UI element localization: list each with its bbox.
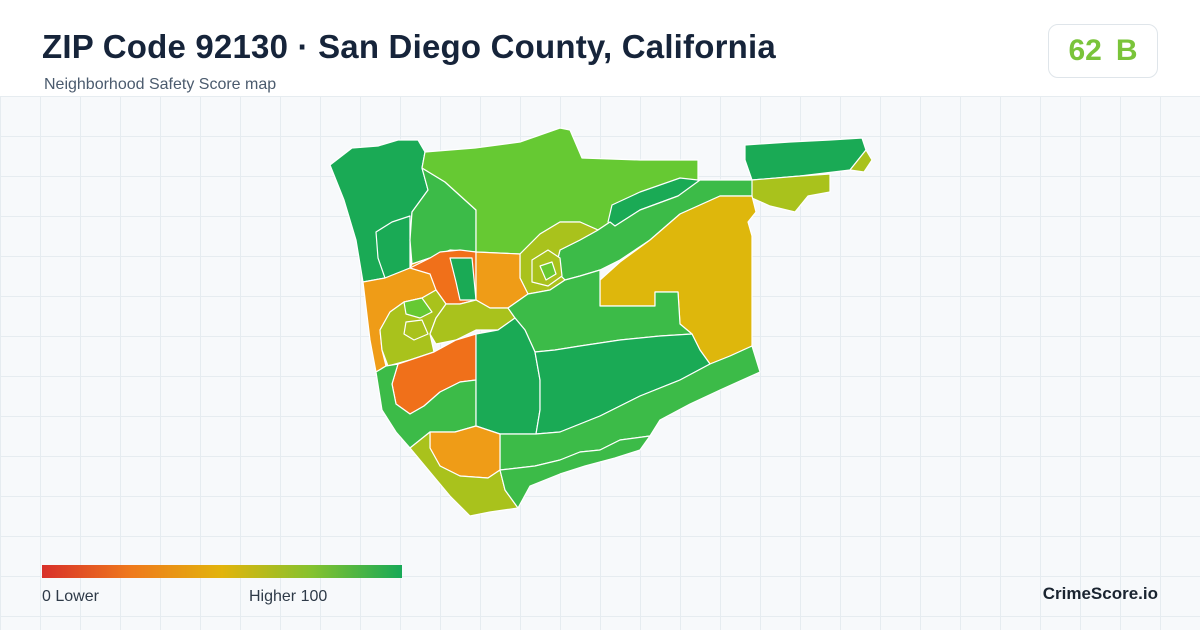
map-region[interactable]: [403, 297, 433, 319]
map-region[interactable]: [751, 173, 831, 213]
map-region[interactable]: [539, 261, 557, 281]
page-title: ZIP Code 92130 · San Diego County, Calif…: [42, 28, 776, 65]
map-region[interactable]: [744, 137, 867, 181]
safety-grade: B: [1115, 34, 1138, 67]
map-region[interactable]: [375, 363, 477, 449]
map-region[interactable]: [849, 149, 873, 173]
map-region[interactable]: [403, 319, 429, 341]
map-region[interactable]: [499, 435, 651, 509]
legend-color-scale: [42, 565, 402, 578]
safety-score-value: 62: [1068, 34, 1102, 67]
header: ZIP Code 92130 · San Diego County, Calif…: [0, 0, 1200, 97]
safety-score-badge: 62 B: [1048, 24, 1158, 78]
legend-low-label: 0 Lower: [42, 588, 99, 605]
page-subtitle: Neighborhood Safety Score map: [44, 76, 277, 93]
legend-high-label: Higher 100: [249, 588, 328, 605]
brand-logo-text: CrimeScore.io: [1042, 584, 1158, 603]
map-region[interactable]: [449, 257, 477, 301]
